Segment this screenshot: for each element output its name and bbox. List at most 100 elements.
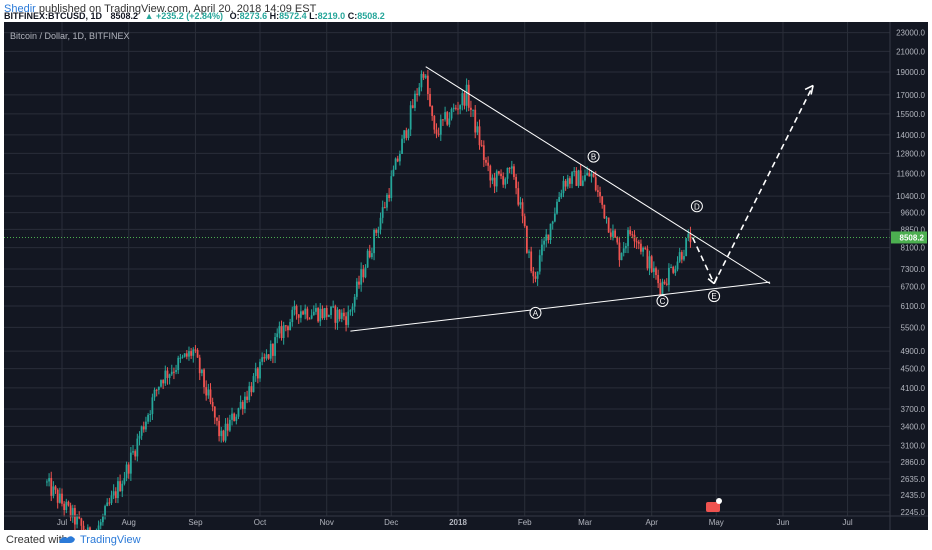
candle-body: [185, 353, 188, 357]
candle-body: [282, 325, 285, 339]
candle-body: [142, 426, 145, 430]
candle-body: [569, 178, 571, 184]
tradingview-brand-link[interactable]: TradingView: [80, 534, 141, 546]
candle-body: [50, 478, 53, 496]
price-tick-label: 6100.0: [901, 302, 926, 311]
candle-body: [302, 311, 304, 315]
event-count-icon: [716, 498, 722, 504]
wave-marker-b: [587, 150, 600, 163]
candle-body: [274, 337, 276, 356]
candle-body: [592, 173, 595, 178]
candle-body: [254, 368, 257, 377]
candle-body: [67, 501, 70, 506]
candle-body: [267, 354, 270, 359]
candle-body: [310, 315, 313, 319]
candle-body: [317, 308, 320, 322]
candle-body: [513, 166, 515, 177]
arrow-head-up: [804, 84, 814, 95]
candle-body: [241, 401, 244, 410]
candle-body: [530, 251, 533, 272]
candle-body: [121, 483, 124, 492]
candle-body: [147, 414, 149, 422]
candle-body: [106, 502, 109, 507]
tradingview-logo-icon: [59, 536, 75, 543]
candle-body: [571, 172, 573, 184]
candle-body: [136, 438, 139, 457]
candle-body: [366, 250, 369, 268]
candle-body: [332, 306, 335, 308]
candle-body: [63, 503, 66, 511]
candle-body: [65, 501, 68, 511]
published-text: published on TradingView.com, April 20, …: [38, 3, 317, 15]
candle-body: [383, 207, 386, 209]
candle-body: [644, 247, 647, 249]
candle-body: [508, 167, 511, 169]
wave-marker-d: [690, 200, 703, 213]
created-with-text: Created with: [6, 534, 68, 546]
candle-body: [657, 275, 660, 284]
candle-body: [640, 243, 642, 252]
wave-markers: A B C D E: [529, 150, 722, 512]
candle-body: [211, 402, 214, 407]
candle-body: [603, 204, 606, 219]
candle-body: [510, 166, 513, 169]
candle-body: [280, 326, 283, 339]
candle-body: [596, 190, 599, 193]
candle-body: [272, 343, 274, 356]
price-tick-label: 7300.0: [901, 265, 926, 274]
candle-body: [624, 246, 627, 249]
candle-body: [261, 357, 264, 362]
price-tick-label: 3400.0: [901, 422, 926, 431]
drawings: [350, 66, 814, 332]
arrow-head-down: [707, 276, 718, 285]
candle-body: [659, 283, 662, 296]
open-label: O:: [229, 11, 240, 21]
candle-body: [110, 495, 113, 503]
candle-body: [521, 202, 524, 217]
candle-body: [663, 281, 666, 284]
candle-body: [222, 430, 225, 441]
candle-body: [601, 196, 604, 205]
candle-body: [323, 308, 326, 319]
candle-body: [452, 107, 455, 110]
price-tick-label: 3100.0: [901, 441, 926, 450]
price-tick-label: 8850.0: [901, 225, 926, 234]
candle-body: [581, 180, 584, 186]
wave-marker-c: [656, 294, 669, 307]
candle-body: [678, 252, 681, 262]
projection-down: [691, 237, 715, 284]
candle-body: [151, 397, 154, 414]
time-tick-label: Feb: [518, 518, 532, 527]
candle-body: [407, 129, 410, 138]
candle-body: [538, 255, 541, 272]
candle-body: [523, 216, 526, 227]
time-tick-label: Jul: [57, 518, 67, 527]
candle-body: [642, 247, 644, 252]
candle-body: [299, 311, 302, 318]
candle-body: [446, 112, 449, 125]
candle-body: [69, 505, 72, 518]
chart-svg[interactable]: A B C D E 23000.0 21000.0 19000.0 17000.0 15500.…: [4, 22, 928, 530]
candle-body: [476, 126, 479, 133]
candle-body: [558, 197, 561, 202]
candle-body: [418, 87, 421, 95]
chart-panel[interactable]: A B C D E 23000.0 21000.0 19000.0 17000.0 15500.…: [4, 22, 928, 530]
price-tick-label: 4500.0: [901, 365, 926, 374]
author-link[interactable]: Shedir: [4, 3, 36, 15]
candle-body: [437, 133, 440, 135]
candle-body: [237, 408, 240, 417]
price-tick-label: 21000.0: [896, 47, 925, 56]
candle-body: [231, 413, 233, 420]
high-value: 8572.4: [279, 11, 307, 21]
wave-marker-e: [708, 290, 721, 303]
candle-body: [327, 315, 330, 317]
candle-body: [132, 451, 134, 453]
candle-body: [622, 248, 625, 253]
candle-body: [246, 396, 248, 400]
time-tick-label: Oct: [254, 518, 267, 527]
candle-body: [562, 180, 565, 194]
candle-body: [472, 109, 474, 111]
last-price-badge: [891, 231, 927, 244]
candle-body: [61, 493, 63, 504]
candle-body: [175, 370, 177, 372]
